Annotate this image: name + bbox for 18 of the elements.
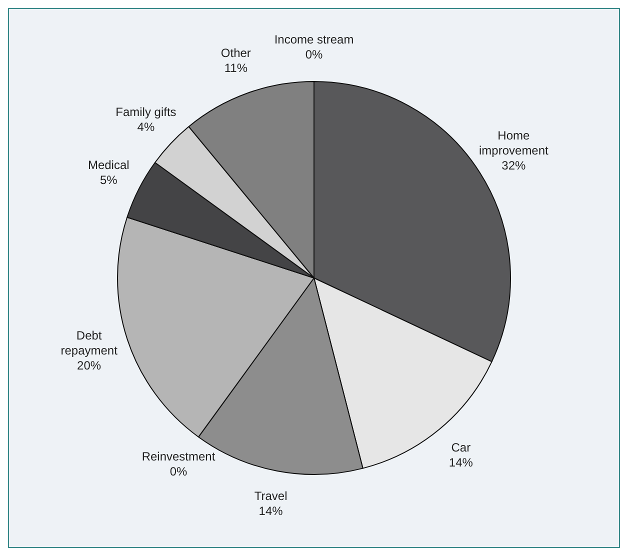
data-label: 32% <box>502 158 526 173</box>
data-label: 5% <box>100 173 118 188</box>
category-label: Reinvestment <box>142 449 216 464</box>
slice-label: Home improvement <box>479 128 550 158</box>
slice-label: Family gifts <box>116 105 176 120</box>
slice-label: Travel <box>254 489 288 504</box>
text: 0% <box>170 464 188 478</box>
data-label: 11% <box>224 60 248 75</box>
text: 0% <box>305 47 323 62</box>
slice-label: Medical <box>88 158 130 172</box>
slice-label: Other <box>220 46 251 60</box>
data-label: 20% <box>77 358 102 372</box>
category-label: Income stream <box>274 32 354 46</box>
data-label: 4% <box>137 120 155 134</box>
data-label: 14% <box>258 504 284 518</box>
slice-label: Car <box>451 440 471 454</box>
slice-label: Debt repayment <box>60 328 118 358</box>
data-label: 14% <box>448 455 474 470</box>
